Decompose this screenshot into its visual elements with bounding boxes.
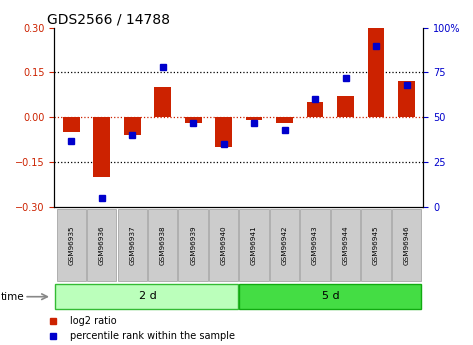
Bar — [93, 117, 110, 177]
Bar — [398, 81, 415, 117]
Text: GSM96946: GSM96946 — [403, 225, 410, 265]
Text: GSM96941: GSM96941 — [251, 225, 257, 265]
Text: GSM96938: GSM96938 — [160, 225, 166, 265]
Text: GSM96945: GSM96945 — [373, 225, 379, 265]
Bar — [307, 102, 324, 117]
Text: percentile rank within the sample: percentile rank within the sample — [70, 332, 235, 341]
Text: log2 ratio: log2 ratio — [70, 316, 116, 326]
Text: GSM96940: GSM96940 — [220, 225, 227, 265]
Bar — [337, 96, 354, 117]
Bar — [185, 117, 201, 123]
Text: 2 d: 2 d — [139, 291, 156, 301]
Bar — [270, 208, 299, 282]
Bar — [239, 208, 269, 282]
Bar — [55, 284, 237, 309]
Bar — [331, 208, 360, 282]
Bar — [154, 87, 171, 117]
Text: GSM96942: GSM96942 — [281, 225, 288, 265]
Bar — [239, 284, 421, 309]
Bar — [57, 208, 86, 282]
Text: 5 d: 5 d — [322, 291, 339, 301]
Bar — [392, 208, 421, 282]
Bar — [87, 208, 116, 282]
Bar — [124, 117, 140, 135]
Bar — [209, 208, 238, 282]
Bar — [300, 208, 330, 282]
Text: GSM96943: GSM96943 — [312, 225, 318, 265]
Bar — [63, 117, 79, 132]
Bar — [368, 28, 385, 117]
Text: time: time — [1, 292, 25, 302]
Text: GSM96937: GSM96937 — [129, 225, 135, 265]
Bar — [246, 117, 263, 120]
Bar — [178, 208, 208, 282]
Text: GSM96935: GSM96935 — [68, 225, 74, 265]
Bar — [215, 117, 232, 147]
Bar — [276, 117, 293, 123]
Bar — [148, 208, 177, 282]
Text: GSM96939: GSM96939 — [190, 225, 196, 265]
Text: GSM96936: GSM96936 — [99, 225, 105, 265]
Bar — [361, 208, 391, 282]
Text: GSM96944: GSM96944 — [342, 225, 349, 265]
Bar — [117, 208, 147, 282]
Text: GDS2566 / 14788: GDS2566 / 14788 — [47, 12, 170, 27]
